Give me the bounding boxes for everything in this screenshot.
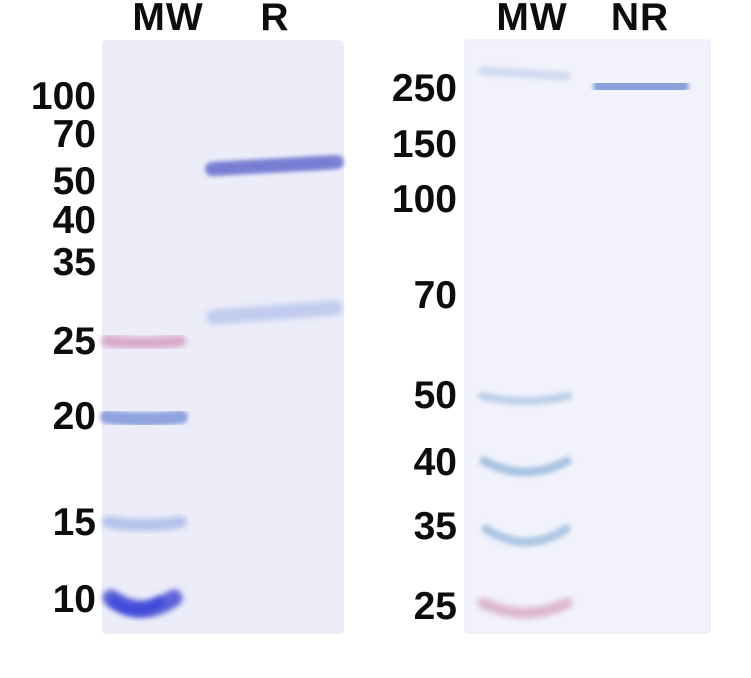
left-mw-label-40: 40 <box>52 199 96 242</box>
right-gel-band-mw-lane <box>478 392 572 405</box>
left-mw-label-50: 50 <box>52 160 96 203</box>
right-mw-label-150: 150 <box>391 123 457 166</box>
left-lane-header-mw: MW <box>132 0 204 39</box>
left-mw-label-70: 70 <box>52 113 96 156</box>
right-mw-label-70: 70 <box>413 274 457 317</box>
right-mw-label-25: 25 <box>413 585 457 628</box>
left-lane-header-r: R <box>260 0 290 39</box>
right-gel-band-mw-lane <box>479 456 572 477</box>
right-gel-band-mw-lane <box>477 597 573 619</box>
non-reduced-gel <box>464 39 711 634</box>
left-gel-band-r-lane <box>206 300 343 325</box>
right-mw-label-50: 50 <box>413 374 457 417</box>
right-mw-label-250: 250 <box>391 67 457 110</box>
left-gel-band-mw-lane <box>109 596 166 616</box>
left-gel-band-mw-lane <box>100 410 188 426</box>
left-mw-label-10: 10 <box>52 578 96 621</box>
right-gel-band-mw-lane <box>481 524 571 547</box>
right-gel-band-mw-lane <box>478 66 571 81</box>
gel-slab-layer <box>102 39 711 634</box>
right-mw-label-100: 100 <box>391 178 457 221</box>
right-lane-header-nr: NR <box>610 0 670 39</box>
left-gel-band-mw-lane <box>102 516 187 531</box>
right-mw-label-40: 40 <box>413 441 457 484</box>
left-mw-label-100: 100 <box>30 75 96 118</box>
protein-band-layer <box>99 41 689 619</box>
left-mw-label-25: 25 <box>52 320 96 363</box>
left-mw-label-15: 15 <box>52 501 96 544</box>
right-lane-header-mw: MW <box>496 0 568 39</box>
left-gel-band-r-lane <box>211 159 334 173</box>
left-mw-label-35: 35 <box>52 241 96 284</box>
left-gel-band-mw-lane <box>101 335 186 349</box>
right-mw-label-35: 35 <box>413 505 457 548</box>
left-mw-label-20: 20 <box>52 395 96 438</box>
